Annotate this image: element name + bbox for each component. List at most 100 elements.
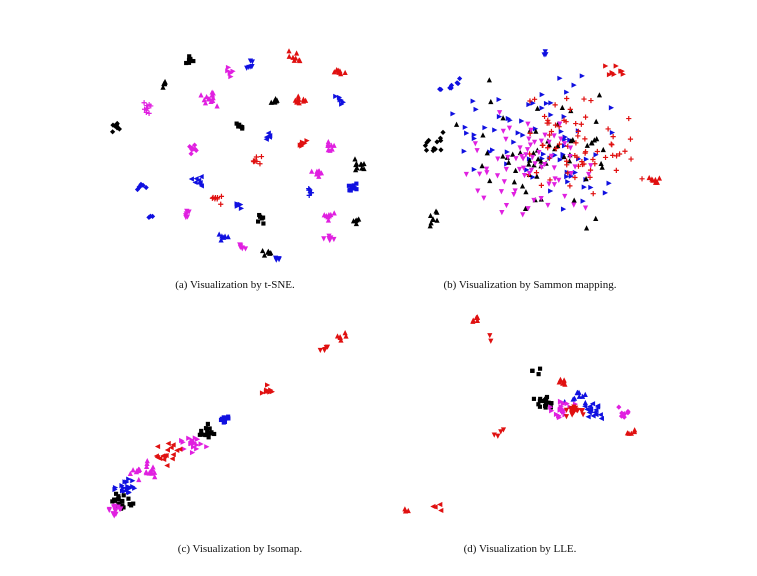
lle-point-red	[437, 501, 443, 508]
tsne-point-blue	[221, 234, 227, 240]
isomap-point-red	[168, 444, 174, 451]
tsne-point-black	[112, 123, 118, 129]
lle-point-black	[541, 398, 546, 404]
sammon-point-black	[600, 146, 606, 153]
tsne-point-blue	[263, 136, 269, 142]
sammon-point-red	[590, 191, 596, 197]
tsne-point-magenta	[225, 64, 232, 71]
tsne-point-magenta	[184, 208, 190, 214]
lle-point-red	[500, 427, 507, 433]
sammon-point-magenta	[546, 181, 552, 187]
sammon-point-black	[583, 225, 590, 231]
sammon-point-magenta	[558, 136, 564, 142]
lle-point-blue	[595, 403, 601, 409]
sammon-point-blue	[562, 134, 568, 140]
sammon-point-blue	[524, 167, 530, 173]
sammon-point-blue	[593, 152, 599, 158]
sammon-point-red	[579, 159, 585, 165]
sammon-point-magenta	[521, 172, 528, 179]
sammon-point-black	[511, 179, 517, 185]
sammon-point-black	[430, 216, 436, 222]
sammon-point-magenta	[526, 170, 532, 177]
tsne-point-black	[238, 124, 243, 129]
isomap-point-magenta	[130, 467, 136, 473]
sammon-point-black	[506, 159, 512, 165]
tsne-point-red	[294, 50, 300, 56]
sammon-point-red	[567, 106, 573, 112]
isomap-point-black	[126, 496, 131, 501]
tsne-point-blue	[348, 187, 353, 193]
sammon-point-black	[510, 151, 516, 157]
sammon-point-black	[527, 157, 533, 163]
lle-point-black	[543, 403, 548, 409]
sammon-point-magenta	[494, 173, 501, 179]
sammon-point-blue	[464, 130, 470, 136]
isomap-point-magenta	[118, 506, 124, 512]
isomap-point-black	[212, 431, 217, 437]
tsne-point-magenta	[242, 246, 249, 252]
tsne-point-black	[256, 219, 261, 224]
sammon-point-red	[650, 177, 656, 183]
lle-point-black	[546, 400, 551, 405]
tsne-point-magenta	[187, 144, 193, 150]
lle-point-black	[536, 372, 541, 377]
lle-point-blue	[571, 395, 578, 401]
lle-point-blue	[598, 415, 604, 422]
sammon-point-magenta	[531, 197, 537, 204]
sammon-point-blue	[511, 139, 517, 145]
sammon-point-red	[620, 71, 626, 77]
sammon-point-red	[605, 126, 611, 132]
sammon-point-magenta	[562, 141, 568, 147]
lle-point-red	[580, 412, 586, 418]
isomap-point-red	[334, 333, 341, 339]
tsne-point-black	[265, 249, 271, 255]
sammon-point-red	[652, 179, 659, 185]
tsne-point-black	[352, 156, 358, 162]
isomap-point-magenta	[144, 460, 150, 467]
tsne-point-magenta	[210, 94, 216, 101]
isomap-point-black	[129, 503, 134, 508]
tsne-point-blue	[306, 192, 312, 198]
sammon-point-magenta	[528, 127, 534, 133]
sammon-point-red	[553, 145, 559, 152]
tsne-point-red	[296, 96, 302, 102]
tsne-point-black	[257, 212, 262, 218]
lle-point-blue	[576, 393, 582, 399]
tsne-point-black	[234, 121, 239, 126]
sammon-point-blue	[539, 92, 545, 98]
isomap-point-magenta	[194, 446, 200, 452]
sammon-point-magenta	[483, 166, 490, 172]
tsne-point-red	[296, 57, 302, 63]
isomap-point-black	[131, 501, 136, 506]
lle-point-red	[561, 377, 567, 383]
sammon-point-red	[616, 151, 623, 157]
sammon-point-blue	[540, 151, 547, 157]
tsne-point-magenta	[148, 103, 154, 109]
tsne-point-magenta	[328, 211, 334, 218]
sammon-point-blue	[580, 198, 586, 204]
isomap-point-magenta	[149, 470, 155, 476]
sammon-point-blue	[564, 174, 570, 180]
tsne-point-black	[260, 247, 266, 254]
sammon-point-blue	[530, 100, 536, 106]
isomap-point-red	[153, 453, 159, 459]
sammon-point-magenta	[567, 145, 574, 151]
sammon-point-magenta	[567, 154, 573, 160]
sammon-point-black	[523, 189, 529, 195]
lle-point-magenta	[558, 404, 564, 410]
sammon-point-black	[438, 147, 444, 153]
isomap-point-black	[110, 499, 115, 504]
lle-point-magenta	[616, 404, 622, 410]
sammon-point-magenta	[525, 206, 531, 212]
tsne-point-black	[358, 161, 365, 167]
isomap-point-red	[177, 446, 183, 452]
lle-point-black	[537, 398, 543, 403]
tsne-point-blue	[225, 234, 231, 240]
lle-point-red	[563, 407, 570, 413]
sammon-point-blue	[457, 75, 463, 82]
sammon-point-magenta	[538, 164, 545, 170]
isomap-point-black	[120, 499, 125, 504]
tsne-point-red	[299, 142, 305, 148]
sammon-point-red	[540, 142, 546, 148]
sammon-point-blue	[588, 184, 594, 191]
